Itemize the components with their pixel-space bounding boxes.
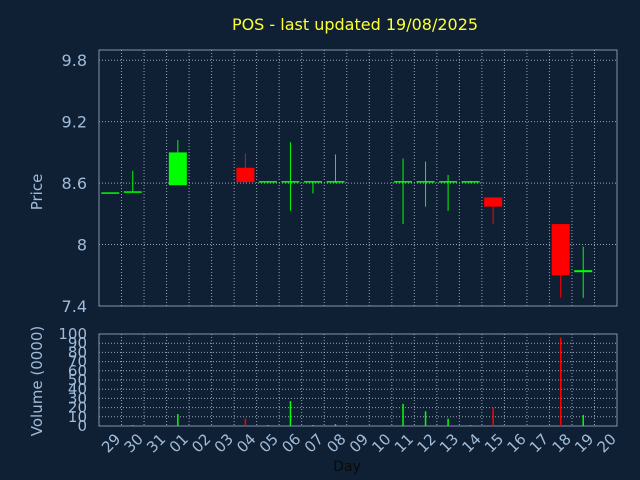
volume-y-axis-label: Volume (0000) — [28, 326, 46, 436]
price-y-tick-label: 8 — [77, 236, 87, 255]
candlestick — [101, 192, 120, 194]
volume-bar — [582, 414, 584, 426]
candlestick — [258, 181, 277, 184]
volume-bar — [402, 403, 404, 426]
volume-gridlines — [99, 333, 617, 427]
candle-body — [281, 181, 300, 183]
candlestick — [303, 181, 322, 194]
candlestick — [574, 246, 593, 298]
candlestick — [281, 142, 300, 211]
candle-body — [236, 167, 255, 183]
price-y-tick-label: 7.4 — [62, 297, 87, 316]
candlestick — [484, 197, 503, 225]
volume-y-tick-label: 50 — [68, 371, 87, 389]
volume-bars — [109, 337, 584, 426]
volume-bar — [447, 418, 449, 426]
price-y-tick-labels: 7.4 8 8.6 9.2 9.8 — [62, 51, 87, 316]
candle-body — [574, 270, 593, 273]
candlestick — [168, 140, 187, 186]
price-y-axis-label: Price — [28, 174, 46, 211]
price-panel: 7.4 8 8.6 9.2 9.8 Price — [28, 49, 618, 316]
candle-body — [123, 191, 142, 193]
volume-y-tick-label: 30 — [68, 389, 87, 407]
volume-bar — [132, 425, 134, 426]
volume-y-tick-label: 0 — [77, 417, 87, 435]
x-axis-label: Day — [333, 459, 361, 475]
volume-y-tick-label: 20 — [68, 399, 87, 417]
volume-bar — [244, 418, 247, 426]
price-gridlines — [99, 50, 617, 307]
volume-y-tick-label: 40 — [68, 380, 87, 398]
candle-body — [101, 192, 120, 194]
candle-body — [394, 181, 413, 183]
volume-y-tick-label: 80 — [68, 343, 87, 361]
volume-plot-frame — [98, 333, 618, 427]
volume-bar — [559, 337, 562, 426]
volume-bar — [469, 425, 472, 426]
candle-body — [551, 224, 570, 276]
candlestick — [236, 153, 255, 184]
candle-body — [461, 181, 480, 183]
candlestick — [551, 224, 570, 298]
volume-y-tick-label: 70 — [68, 353, 87, 371]
x-tick-labels: 2930310102030405060708091011121314151617… — [98, 430, 620, 456]
candlestick — [416, 161, 435, 207]
volume-bar — [312, 425, 314, 426]
candlestick — [394, 158, 413, 225]
volume-y-tick-label: 60 — [68, 362, 87, 380]
candle-body — [484, 197, 503, 207]
candle-body — [168, 152, 187, 186]
volume-y-tick-label: 10 — [68, 408, 87, 426]
price-y-tick-label: 8.6 — [62, 174, 87, 193]
candle-body — [303, 181, 322, 183]
volume-bar — [267, 425, 269, 426]
candlestick — [439, 174, 458, 211]
volume-y-tick-label: 100 — [58, 325, 87, 343]
candle-body — [439, 181, 458, 183]
candlesticks — [101, 140, 593, 298]
volume-bar — [492, 407, 494, 426]
chart-title: POS - last updated 19/08/2025 — [232, 15, 478, 34]
price-plot-frame — [98, 49, 618, 307]
candle-body — [416, 181, 435, 183]
volume-bar — [424, 411, 427, 426]
volume-bar — [289, 401, 292, 426]
candlestick — [326, 154, 345, 184]
volume-bar — [177, 414, 179, 426]
candlestick — [461, 181, 480, 184]
candlestick — [123, 170, 142, 193]
price-y-tick-label: 9.2 — [62, 113, 87, 132]
price-y-tick-label: 9.8 — [62, 51, 87, 70]
volume-bar — [334, 424, 337, 426]
candle-body — [326, 181, 345, 183]
candle-body — [258, 181, 277, 183]
volume-y-tick-label: 90 — [68, 334, 87, 352]
